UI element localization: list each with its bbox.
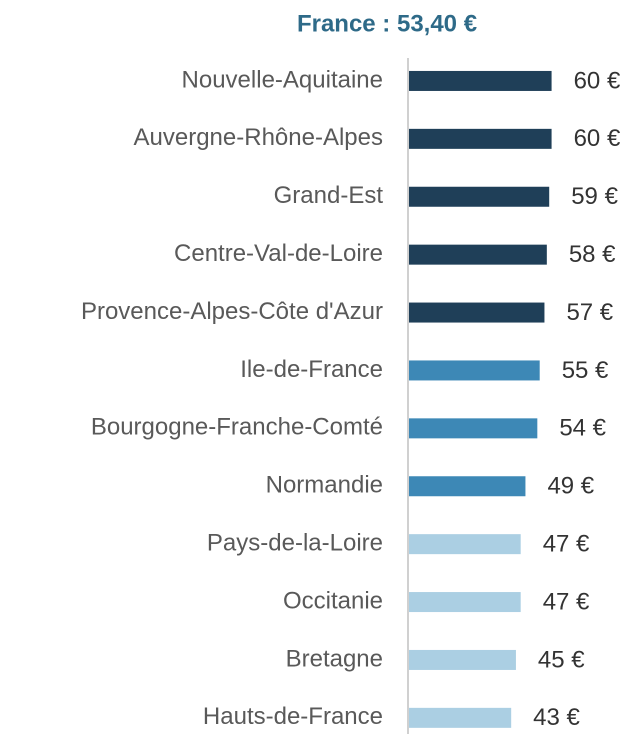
value-label: 60 € (574, 67, 621, 94)
value-label: 47 € (543, 588, 590, 615)
bar (409, 302, 545, 323)
category-label: Auvergne-Rhône-Alpes (134, 124, 383, 151)
bar (409, 128, 552, 149)
bar (409, 592, 521, 613)
bar (409, 418, 538, 439)
category-label: Pays-de-la-Loire (207, 529, 383, 556)
category-label: Centre-Val-de-Loire (174, 240, 383, 267)
bar (409, 649, 516, 670)
value-label: 54 € (559, 415, 606, 442)
value-label: 59 € (571, 183, 618, 210)
bar (409, 707, 512, 728)
category-label: Bretagne (286, 645, 383, 672)
value-label: 45 € (538, 646, 585, 673)
value-label: 58 € (569, 241, 616, 268)
bar (409, 244, 547, 265)
category-label: Ile-de-France (240, 356, 383, 383)
bar (409, 186, 550, 207)
category-label: Grand-Est (274, 182, 384, 209)
category-label: Bourgogne-Franche-Comté (91, 414, 383, 441)
category-label: Occitanie (283, 587, 383, 614)
category-label: Hauts-de-France (203, 703, 383, 730)
bar (409, 70, 552, 91)
value-label: 55 € (562, 357, 609, 384)
category-label: Provence-Alpes-Côte d'Azur (81, 298, 383, 325)
value-label: 43 € (533, 704, 580, 731)
value-label: 47 € (543, 530, 590, 557)
value-label: 57 € (566, 299, 613, 326)
bar (409, 534, 521, 555)
value-label: 49 € (547, 473, 594, 500)
value-label: 60 € (574, 125, 621, 152)
bar (409, 476, 526, 497)
category-label: Nouvelle-Aquitaine (182, 66, 383, 93)
chart-title: France : 53,40 € (297, 10, 477, 37)
bar (409, 360, 540, 381)
category-label: Normandie (266, 472, 383, 499)
